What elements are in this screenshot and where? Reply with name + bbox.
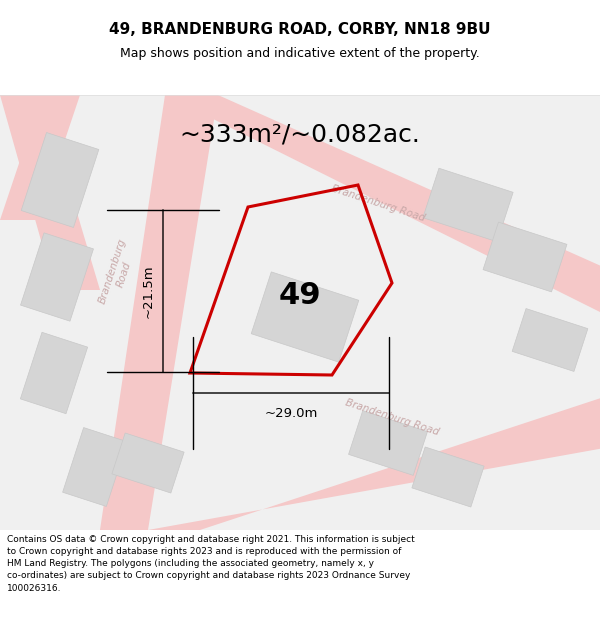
Text: Brandenburg Road: Brandenburg Road — [344, 397, 440, 437]
Polygon shape — [483, 222, 567, 292]
Polygon shape — [21, 132, 99, 228]
Polygon shape — [112, 433, 184, 493]
Polygon shape — [0, 95, 80, 220]
Bar — [0, 530, 600, 625]
Polygon shape — [512, 309, 588, 371]
Polygon shape — [0, 95, 100, 290]
Bar — [0, 0, 600, 95]
Polygon shape — [148, 395, 600, 530]
Polygon shape — [423, 168, 513, 242]
Polygon shape — [62, 428, 127, 506]
Bar — [0, 95, 600, 530]
Text: Brandenburg Road: Brandenburg Road — [330, 183, 426, 223]
Text: ~29.0m: ~29.0m — [265, 407, 317, 420]
Text: ~21.5m: ~21.5m — [142, 264, 155, 318]
Polygon shape — [100, 95, 218, 530]
Text: ~333m²/~0.082ac.: ~333m²/~0.082ac. — [179, 123, 421, 147]
Text: 49, BRANDENBURG ROAD, CORBY, NN18 9BU: 49, BRANDENBURG ROAD, CORBY, NN18 9BU — [109, 21, 491, 36]
Polygon shape — [412, 447, 484, 507]
Text: Brandenburg
Road: Brandenburg Road — [97, 238, 139, 309]
Polygon shape — [20, 332, 88, 414]
Polygon shape — [20, 233, 94, 321]
Polygon shape — [251, 272, 359, 362]
Polygon shape — [165, 95, 600, 317]
Polygon shape — [349, 411, 427, 476]
Text: 49: 49 — [278, 281, 322, 309]
Text: Map shows position and indicative extent of the property.: Map shows position and indicative extent… — [120, 46, 480, 59]
Text: Contains OS data © Crown copyright and database right 2021. This information is : Contains OS data © Crown copyright and d… — [7, 535, 415, 592]
